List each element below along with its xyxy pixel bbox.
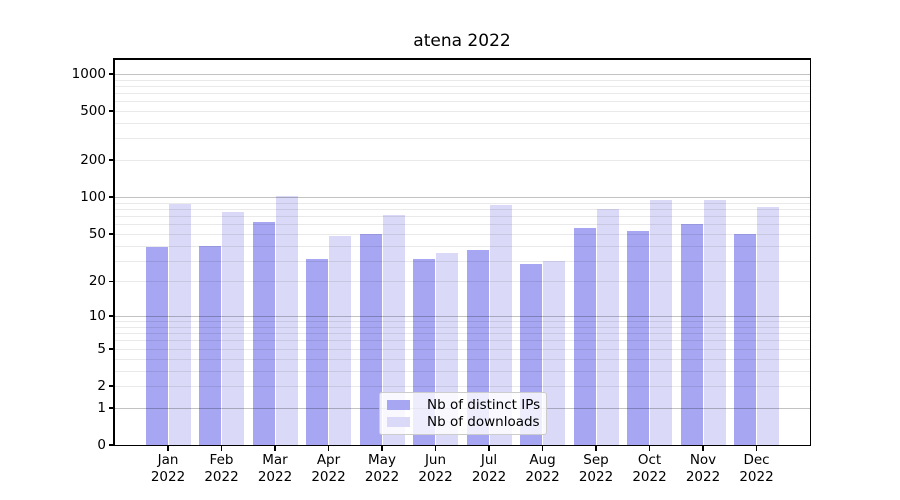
bar-distinct-ips xyxy=(734,233,756,445)
y-axis-tick xyxy=(109,385,114,387)
y-axis-tick-label: 5 xyxy=(97,340,106,357)
bar-downloads xyxy=(222,212,244,445)
y-axis-tick xyxy=(109,233,114,235)
x-axis-tick xyxy=(595,446,597,451)
legend-item-distinct-ips: Nb of distinct IPs xyxy=(387,396,541,414)
x-axis-tick xyxy=(381,446,383,451)
x-axis-tick-label: Jul 2022 xyxy=(471,452,507,485)
y-axis-tick xyxy=(109,315,114,317)
x-axis-tick xyxy=(541,446,544,451)
bar-distinct-ips xyxy=(199,245,221,445)
y-axis-tick-label: 500 xyxy=(80,103,106,120)
y-axis-tick xyxy=(109,73,114,75)
bar-downloads xyxy=(650,200,672,445)
x-axis-tick xyxy=(274,446,276,451)
y-axis-tick xyxy=(109,348,114,350)
bar-distinct-ips xyxy=(306,258,328,445)
bar-downloads xyxy=(596,208,619,445)
x-axis-tick-label: Oct 2022 xyxy=(632,452,667,485)
x-axis-tick xyxy=(648,446,651,451)
bar-distinct-ips xyxy=(359,233,382,445)
x-axis-tick xyxy=(327,446,330,451)
bar-downloads xyxy=(489,205,512,445)
y-axis-tick-label: 1 xyxy=(97,399,106,416)
x-axis-tick-label: Mar 2022 xyxy=(257,452,293,485)
y-axis-tick xyxy=(109,444,114,446)
x-axis-tick xyxy=(167,446,169,451)
y-axis-tick-label: 10 xyxy=(88,308,106,325)
bar-downloads xyxy=(382,215,405,445)
axis-spine-top xyxy=(113,58,811,60)
x-axis-tick xyxy=(702,446,704,451)
y-axis-tick-label: 200 xyxy=(80,152,106,169)
bar-downloads xyxy=(757,207,779,445)
bar-distinct-ips xyxy=(680,224,703,445)
legend-label-downloads: Nb of downloads xyxy=(427,414,540,431)
legend-swatch-downloads xyxy=(387,417,410,428)
bar-downloads xyxy=(703,199,726,445)
x-axis-tick-label: Dec 2022 xyxy=(739,452,774,485)
axis-spine-bottom xyxy=(113,444,811,446)
x-axis-tick xyxy=(434,446,437,451)
legend: Nb of distinct IPs Nb of downloads xyxy=(379,392,547,435)
bar-downloads xyxy=(543,260,565,445)
y-axis-tick-label: 1000 xyxy=(71,65,106,82)
x-axis-tick xyxy=(488,446,490,451)
y-axis-tick xyxy=(109,407,114,409)
y-axis-tick-label: 100 xyxy=(80,189,106,206)
y-axis-tick xyxy=(109,280,114,283)
axis-spine-left xyxy=(113,58,115,446)
y-axis-tick xyxy=(109,110,114,112)
bar-distinct-ips xyxy=(252,222,275,445)
y-axis-tick xyxy=(109,196,114,198)
bar-downloads xyxy=(275,195,298,445)
legend-label-distinct-ips: Nb of distinct IPs xyxy=(427,396,541,413)
y-axis-tick-label: 50 xyxy=(88,225,106,242)
bar-downloads xyxy=(168,203,191,445)
x-axis-tick-label: Feb 2022 xyxy=(204,452,239,485)
legend-swatch-distinct-ips xyxy=(387,399,410,410)
x-axis-tick-label: Apr 2022 xyxy=(311,452,346,485)
x-axis-tick xyxy=(220,446,223,451)
x-axis-tick-label: May 2022 xyxy=(364,452,400,485)
bar-downloads xyxy=(329,235,351,445)
x-axis-tick-label: Aug 2022 xyxy=(525,452,560,485)
x-axis-tick-label: Jun 2022 xyxy=(418,452,453,485)
y-axis-tick-label: 20 xyxy=(88,273,106,290)
y-axis-tick-label: 0 xyxy=(97,437,106,453)
plot-area xyxy=(114,59,810,445)
y-axis-tick-label: 2 xyxy=(97,377,106,394)
chart-title: atena 2022 xyxy=(413,31,511,51)
y-axis-tick xyxy=(109,159,114,161)
axis-spine-right xyxy=(809,58,811,446)
bar-distinct-ips xyxy=(573,227,596,445)
x-axis-tick-label: Nov 2022 xyxy=(685,452,721,485)
legend-item-downloads: Nb of downloads xyxy=(387,414,540,432)
x-axis-tick-label: Sep 2022 xyxy=(578,452,614,485)
x-axis-tick xyxy=(755,446,758,451)
bar-distinct-ips xyxy=(627,230,649,445)
bar-distinct-ips xyxy=(145,246,168,445)
x-axis-tick-label: Jan 2022 xyxy=(150,452,186,485)
